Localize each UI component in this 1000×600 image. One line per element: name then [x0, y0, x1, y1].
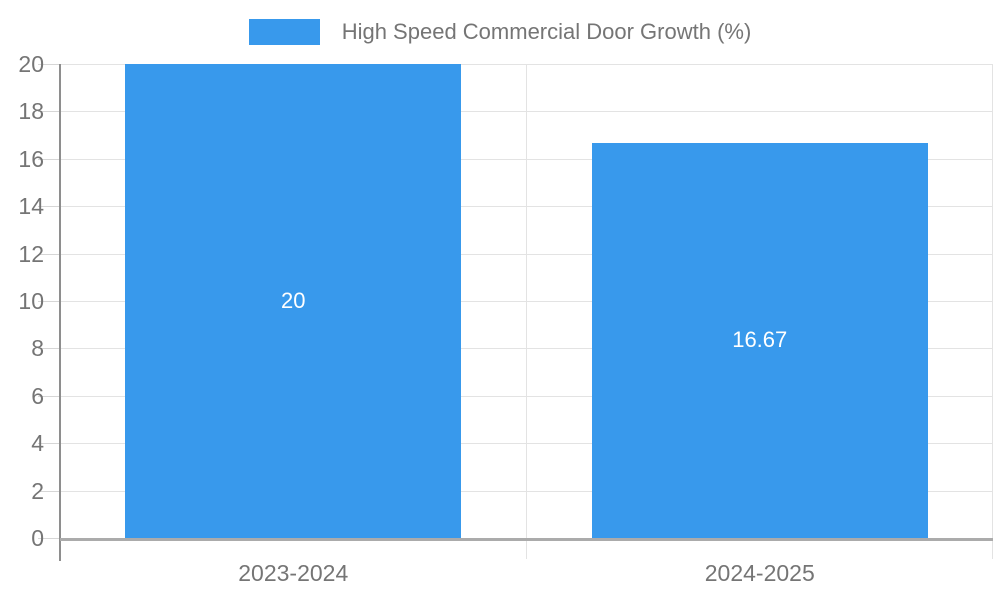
- y-tick-mark: [38, 538, 60, 539]
- y-tick-label: 14: [18, 193, 44, 220]
- y-tick-mark: [38, 490, 60, 492]
- chart-legend: High Speed Commercial Door Growth (%): [0, 19, 1000, 45]
- y-tick-label: 0: [31, 525, 44, 551]
- y-tick-mark: [38, 348, 60, 350]
- x-axis-line: [60, 538, 993, 541]
- y-tick-mark: [38, 301, 60, 302]
- y-tick-label: 20: [18, 51, 44, 77]
- bar-value-label: 20: [280, 288, 306, 313]
- y-tick-label: 12: [18, 240, 44, 267]
- y-tick-mark: [38, 158, 60, 160]
- bar-value-label: 16.67: [732, 327, 788, 353]
- legend-label: High Speed Commercial Door Growth (%): [341, 19, 752, 44]
- y-tick-label: 6: [31, 382, 44, 409]
- y-tick-mark: [38, 443, 60, 445]
- y-tick-label: 10: [18, 288, 44, 314]
- y-tick-label: 16: [18, 145, 44, 172]
- y-tick-label: 2: [31, 477, 44, 504]
- y-tick-label: 8: [31, 335, 44, 362]
- y-tick-mark: [38, 206, 60, 208]
- bar: 20: [125, 64, 462, 538]
- y-tick-mark: [38, 395, 60, 397]
- y-tick-mark: [38, 64, 60, 65]
- category-separator: [526, 64, 527, 559]
- plot-right-border: [992, 64, 993, 559]
- legend-swatch: [248, 19, 320, 45]
- y-axis-line: [59, 64, 61, 561]
- plot-area: 20 16.67: [60, 64, 993, 559]
- x-tick-label: 2024-2025: [704, 560, 815, 586]
- y-tick-label: 18: [18, 98, 44, 125]
- x-tick-label: 2023-2024: [238, 560, 349, 586]
- y-tick-mark: [38, 111, 60, 113]
- y-tick-label: 4: [31, 430, 44, 457]
- bar: 16.67: [591, 142, 928, 538]
- y-tick-mark: [38, 253, 60, 255]
